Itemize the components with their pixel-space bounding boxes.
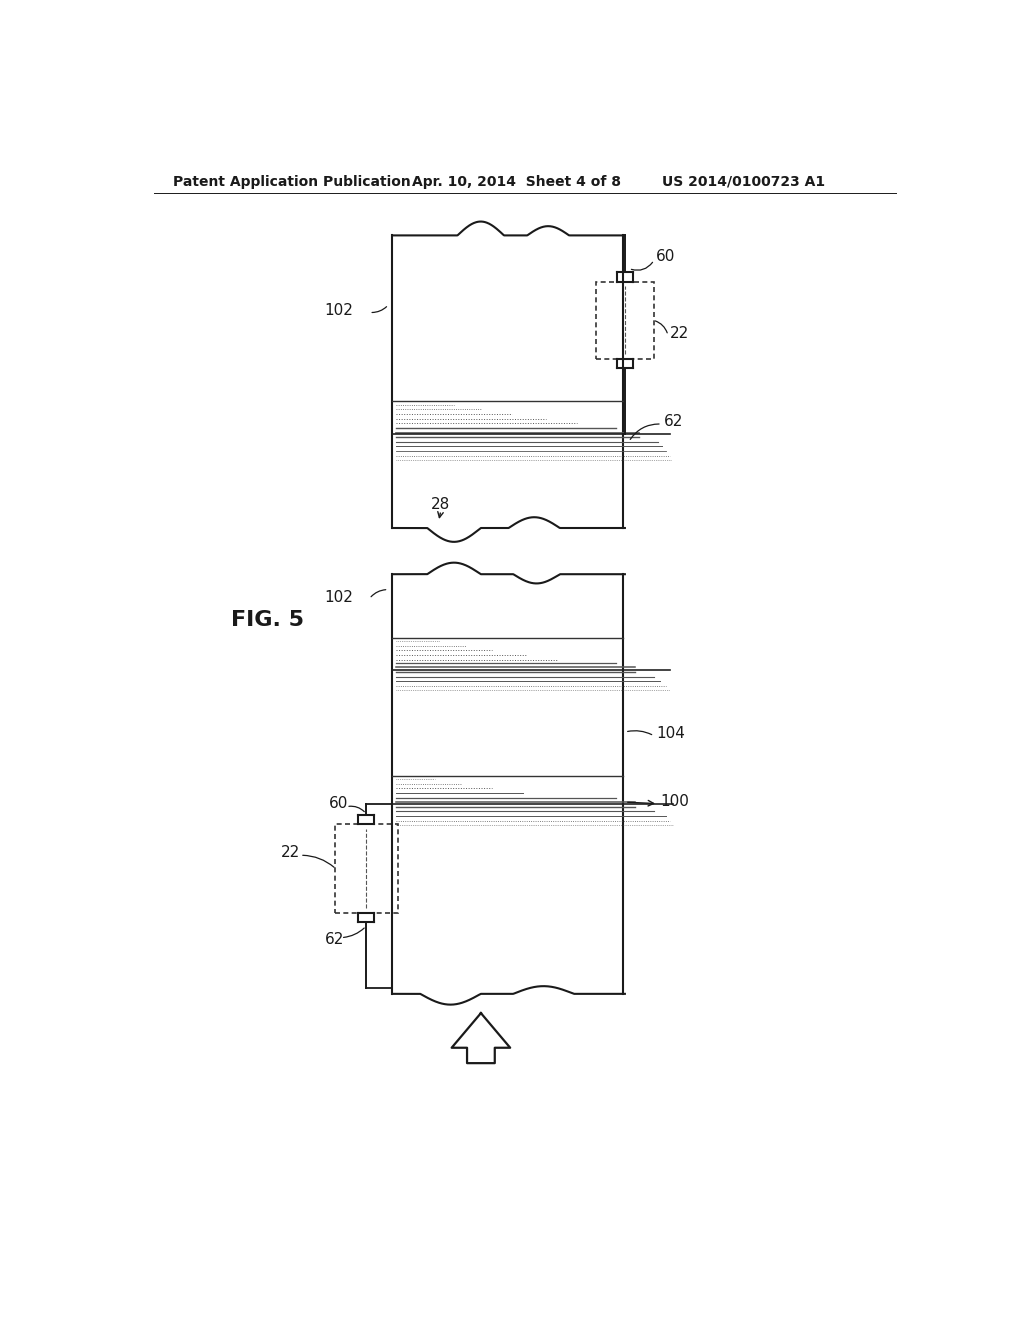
Text: 60: 60 bbox=[330, 796, 348, 812]
Text: 102: 102 bbox=[325, 590, 353, 605]
Bar bbox=[596, 281, 654, 359]
Text: 28: 28 bbox=[431, 498, 451, 512]
Text: Patent Application Publication: Patent Application Publication bbox=[173, 174, 411, 189]
Text: 62: 62 bbox=[664, 414, 683, 429]
Text: 22: 22 bbox=[670, 326, 689, 341]
Polygon shape bbox=[452, 1014, 510, 1063]
Text: Apr. 10, 2014  Sheet 4 of 8: Apr. 10, 2014 Sheet 4 of 8 bbox=[412, 174, 621, 189]
Text: 104: 104 bbox=[656, 726, 685, 741]
Bar bbox=[335, 825, 397, 913]
Text: 22: 22 bbox=[281, 845, 300, 861]
Text: 102: 102 bbox=[325, 304, 353, 318]
Text: 100: 100 bbox=[660, 793, 689, 809]
Text: 60: 60 bbox=[655, 249, 675, 264]
Text: 62: 62 bbox=[325, 932, 344, 948]
Text: US 2014/0100723 A1: US 2014/0100723 A1 bbox=[662, 174, 825, 189]
Text: FIG. 5: FIG. 5 bbox=[230, 610, 304, 631]
